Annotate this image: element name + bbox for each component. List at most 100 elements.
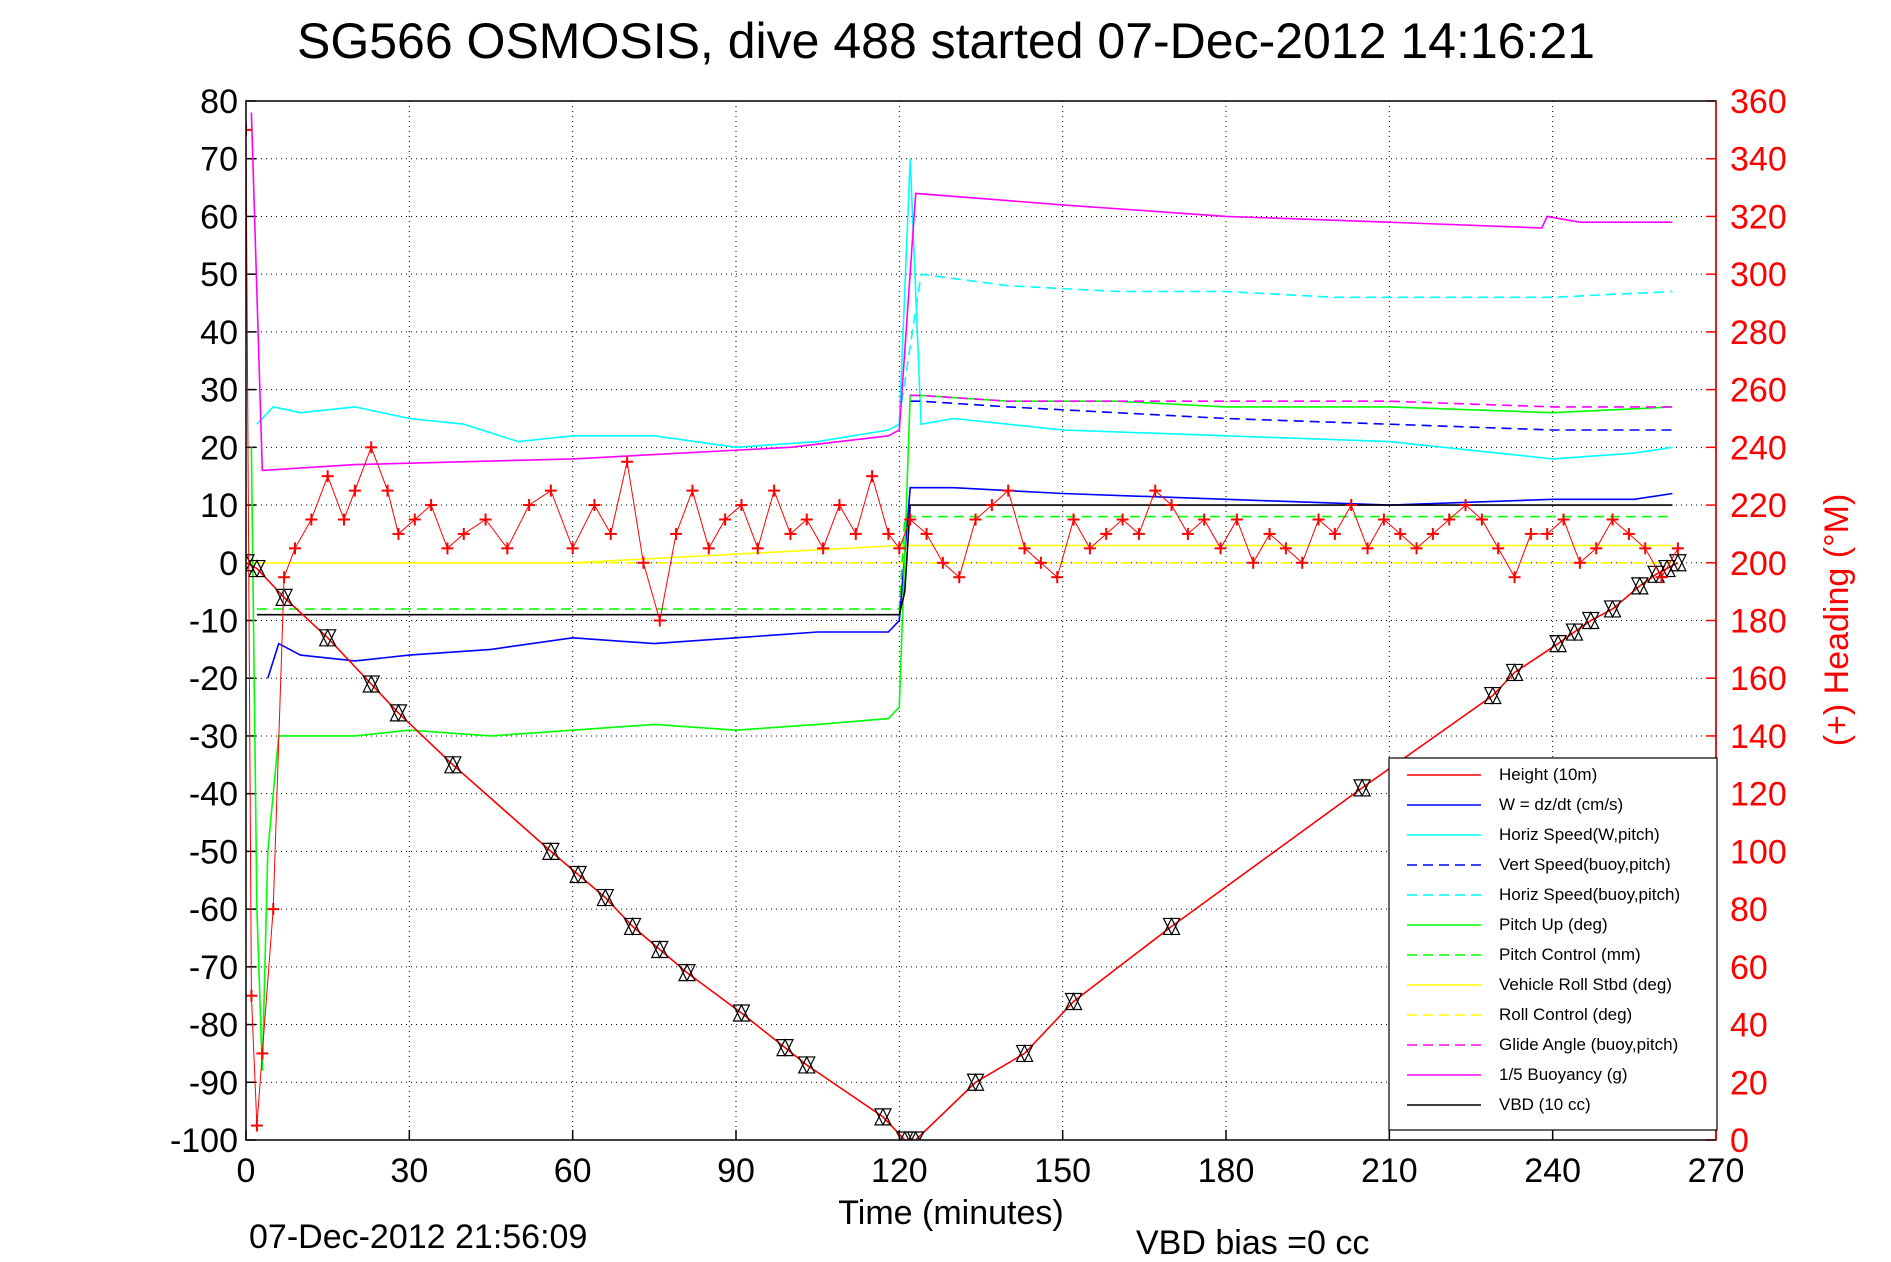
- heading-marker: [588, 499, 601, 512]
- y2-tick-label: 200: [1730, 545, 1787, 583]
- heading-marker: [1426, 527, 1439, 540]
- heading-marker: [1100, 527, 1113, 540]
- height-marker: [569, 865, 588, 884]
- heading-marker: [1198, 513, 1211, 526]
- heading-marker: [338, 513, 350, 526]
- x-tick-label: 270: [1688, 1152, 1745, 1190]
- heading-marker: [621, 455, 634, 468]
- height-marker: [362, 674, 381, 694]
- x-tick-label: 90: [717, 1152, 755, 1190]
- heading-marker: [1230, 513, 1243, 526]
- timestamp-footer: 07-Dec-2012 21:56:09: [249, 1218, 587, 1256]
- series-line-7: [246, 544, 1673, 564]
- x-tick-label: 210: [1361, 1152, 1418, 1190]
- y2-tick-label: 40: [1730, 1007, 1768, 1045]
- heading-marker: [1328, 527, 1341, 540]
- heading-marker: [1671, 542, 1684, 555]
- y-tick-label: 20: [200, 429, 238, 467]
- heading-marker: [882, 527, 895, 540]
- y2-tick-label: 100: [1730, 833, 1787, 871]
- y-axis-ticks: 80 70 60 50 40 30 20 10 0 -10 -20 -30 -40 -50 -60 -70 -8…: [170, 83, 256, 1160]
- legend-label: Glide Angle (buoy,pitch): [1499, 1035, 1678, 1054]
- chart-title: SG566 OSMOSIS, dive 488 started 07-Dec-2…: [297, 13, 1595, 69]
- heading-marker: [817, 542, 830, 555]
- legend-label: W = dz/dt (cm/s): [1499, 795, 1623, 814]
- series-line-5: [250, 394, 1673, 1071]
- heading-marker: [1279, 542, 1292, 555]
- y2-tick-label: 180: [1730, 603, 1787, 641]
- heading-marker: [866, 470, 879, 483]
- heading-marker: [1361, 542, 1374, 555]
- heading-marker: [321, 470, 334, 483]
- height-marker: [1581, 611, 1600, 630]
- height-marker: [247, 559, 266, 578]
- x-tick-label: 30: [390, 1152, 428, 1190]
- plot-area: [246, 112, 1687, 1140]
- y-tick-label: -60: [189, 891, 238, 929]
- y2-tick-label: 280: [1730, 314, 1787, 352]
- series-line-2: [256, 158, 1673, 460]
- heading-marker: [1377, 513, 1390, 526]
- height-marker: [1483, 686, 1502, 705]
- heading-marker: [637, 556, 650, 569]
- heading-marker: [256, 1047, 269, 1060]
- height-marker: [797, 1055, 816, 1075]
- heading-marker: [1557, 513, 1570, 526]
- heading-marker: [1590, 542, 1603, 555]
- height-marker: [596, 888, 615, 907]
- heading-marker: [1296, 556, 1309, 569]
- heading-marker: [1508, 571, 1521, 584]
- y-tick-label: 80: [200, 83, 238, 121]
- heading-marker: [784, 527, 797, 540]
- height-marker: [732, 1003, 751, 1023]
- heading-marker: [1149, 484, 1162, 497]
- y-tick-label: 10: [200, 487, 238, 525]
- x-tick-label: 180: [1198, 1152, 1255, 1190]
- height-marker: [776, 1038, 794, 1057]
- heading-marker: [670, 527, 683, 540]
- y2-tick-label: 160: [1730, 660, 1787, 698]
- legend-label: Pitch Control (mm): [1499, 945, 1641, 964]
- height-marker: [541, 842, 560, 861]
- y2-tick-label: 140: [1730, 718, 1787, 756]
- legend-label: Horiz Speed(W,pitch): [1499, 825, 1660, 844]
- heading-marker: [365, 441, 378, 454]
- y2-tick-label: 60: [1730, 949, 1768, 987]
- heading-marker: [833, 499, 846, 512]
- heading-marker: [479, 513, 492, 526]
- height-marker: [1505, 663, 1524, 682]
- y-tick-label: 30: [200, 372, 238, 410]
- heading-marker: [1606, 513, 1619, 526]
- heading-marker: [1067, 513, 1080, 526]
- y-tick-label: -50: [189, 833, 238, 871]
- heading-marker: [751, 542, 764, 555]
- heading-marker: [1214, 542, 1227, 555]
- height-marker: [1064, 992, 1083, 1011]
- heading-marker: [381, 484, 394, 497]
- heading-marker: [653, 614, 666, 627]
- height-marker: [650, 940, 669, 959]
- height-marker: [874, 1107, 892, 1127]
- heading-marker: [604, 527, 617, 540]
- y-tick-label: 70: [200, 141, 238, 179]
- legend-label: 1/5 Buoyancy (g): [1499, 1065, 1628, 1084]
- heading-marker: [1459, 499, 1472, 512]
- y-tick-label: 60: [200, 198, 238, 236]
- y-tick-label: -70: [189, 949, 238, 987]
- height-marker: [1668, 553, 1687, 573]
- legend-label: Vert Speed(buoy,pitch): [1499, 855, 1671, 874]
- heading-marker: [348, 484, 361, 497]
- heading-marker: [1263, 527, 1276, 540]
- series-line-11: [256, 504, 1673, 616]
- heading-marker: [250, 1119, 263, 1132]
- heading-marker: [1312, 513, 1325, 526]
- x-tick-label: 150: [1034, 1152, 1091, 1190]
- height-marker: [1565, 622, 1584, 642]
- legend-label: VBD (10 cc): [1499, 1095, 1591, 1114]
- y-tick-label: -80: [189, 1007, 238, 1045]
- heading-marker: [501, 542, 514, 555]
- heading-marker: [735, 499, 748, 512]
- x-tick-label: 240: [1524, 1152, 1581, 1190]
- heading-marker: [246, 123, 252, 136]
